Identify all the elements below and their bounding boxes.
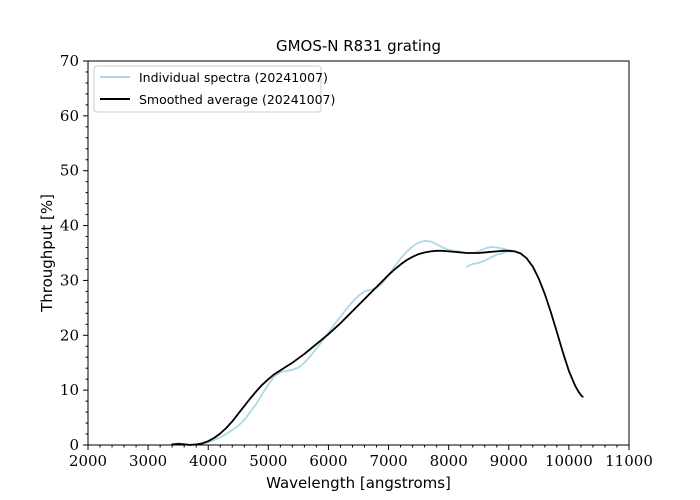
x-tick-label: 3000 xyxy=(129,452,167,470)
y-tick-label: 30 xyxy=(60,271,79,289)
y-tick-label: 50 xyxy=(60,162,79,180)
x-tick-label: 4000 xyxy=(189,452,227,470)
y-tick-label: 10 xyxy=(60,381,79,399)
x-tick-label: 8000 xyxy=(430,452,468,470)
x-axis: 2000 3000 4000 5000 6000 7000 8000 9000 10000 110… xyxy=(69,445,653,470)
series-layer xyxy=(171,240,584,446)
legend-box xyxy=(93,65,322,113)
x-axis-label: Wavelength [angstroms] xyxy=(266,474,451,492)
x-tick-label: 10000 xyxy=(545,452,593,470)
plot-frame xyxy=(87,60,630,446)
series-line-smoothed-average-1 xyxy=(171,249,584,446)
x-tick-label: 9000 xyxy=(490,452,528,470)
legend: Individual spectra (20241007) Smoothed a… xyxy=(93,65,335,113)
x-tick-label: 11000 xyxy=(605,452,653,470)
series-line-individual-spectra-1 xyxy=(171,240,516,446)
y-tick-label: 0 xyxy=(69,436,79,454)
x-tick-label: 5000 xyxy=(249,452,287,470)
y-tick-label: 20 xyxy=(60,326,79,344)
y-axis-label: Throughput [%] xyxy=(38,194,56,313)
legend-label-smoothed-average: Smoothed average (20241007) xyxy=(139,92,335,107)
y-tick-label: 70 xyxy=(60,52,79,70)
x-tick-label: 6000 xyxy=(309,452,347,470)
x-tick-label: 7000 xyxy=(369,452,407,470)
y-axis: 0 10 20 30 40 50 60 70 xyxy=(60,52,88,454)
y-tick-label: 60 xyxy=(60,107,79,125)
x-tick-label: 2000 xyxy=(69,452,107,470)
y-tick-label: 40 xyxy=(60,217,79,235)
chart-title: GMOS-N R831 grating xyxy=(276,37,441,55)
legend-label-individual-spectra: Individual spectra (20241007) xyxy=(139,70,328,85)
